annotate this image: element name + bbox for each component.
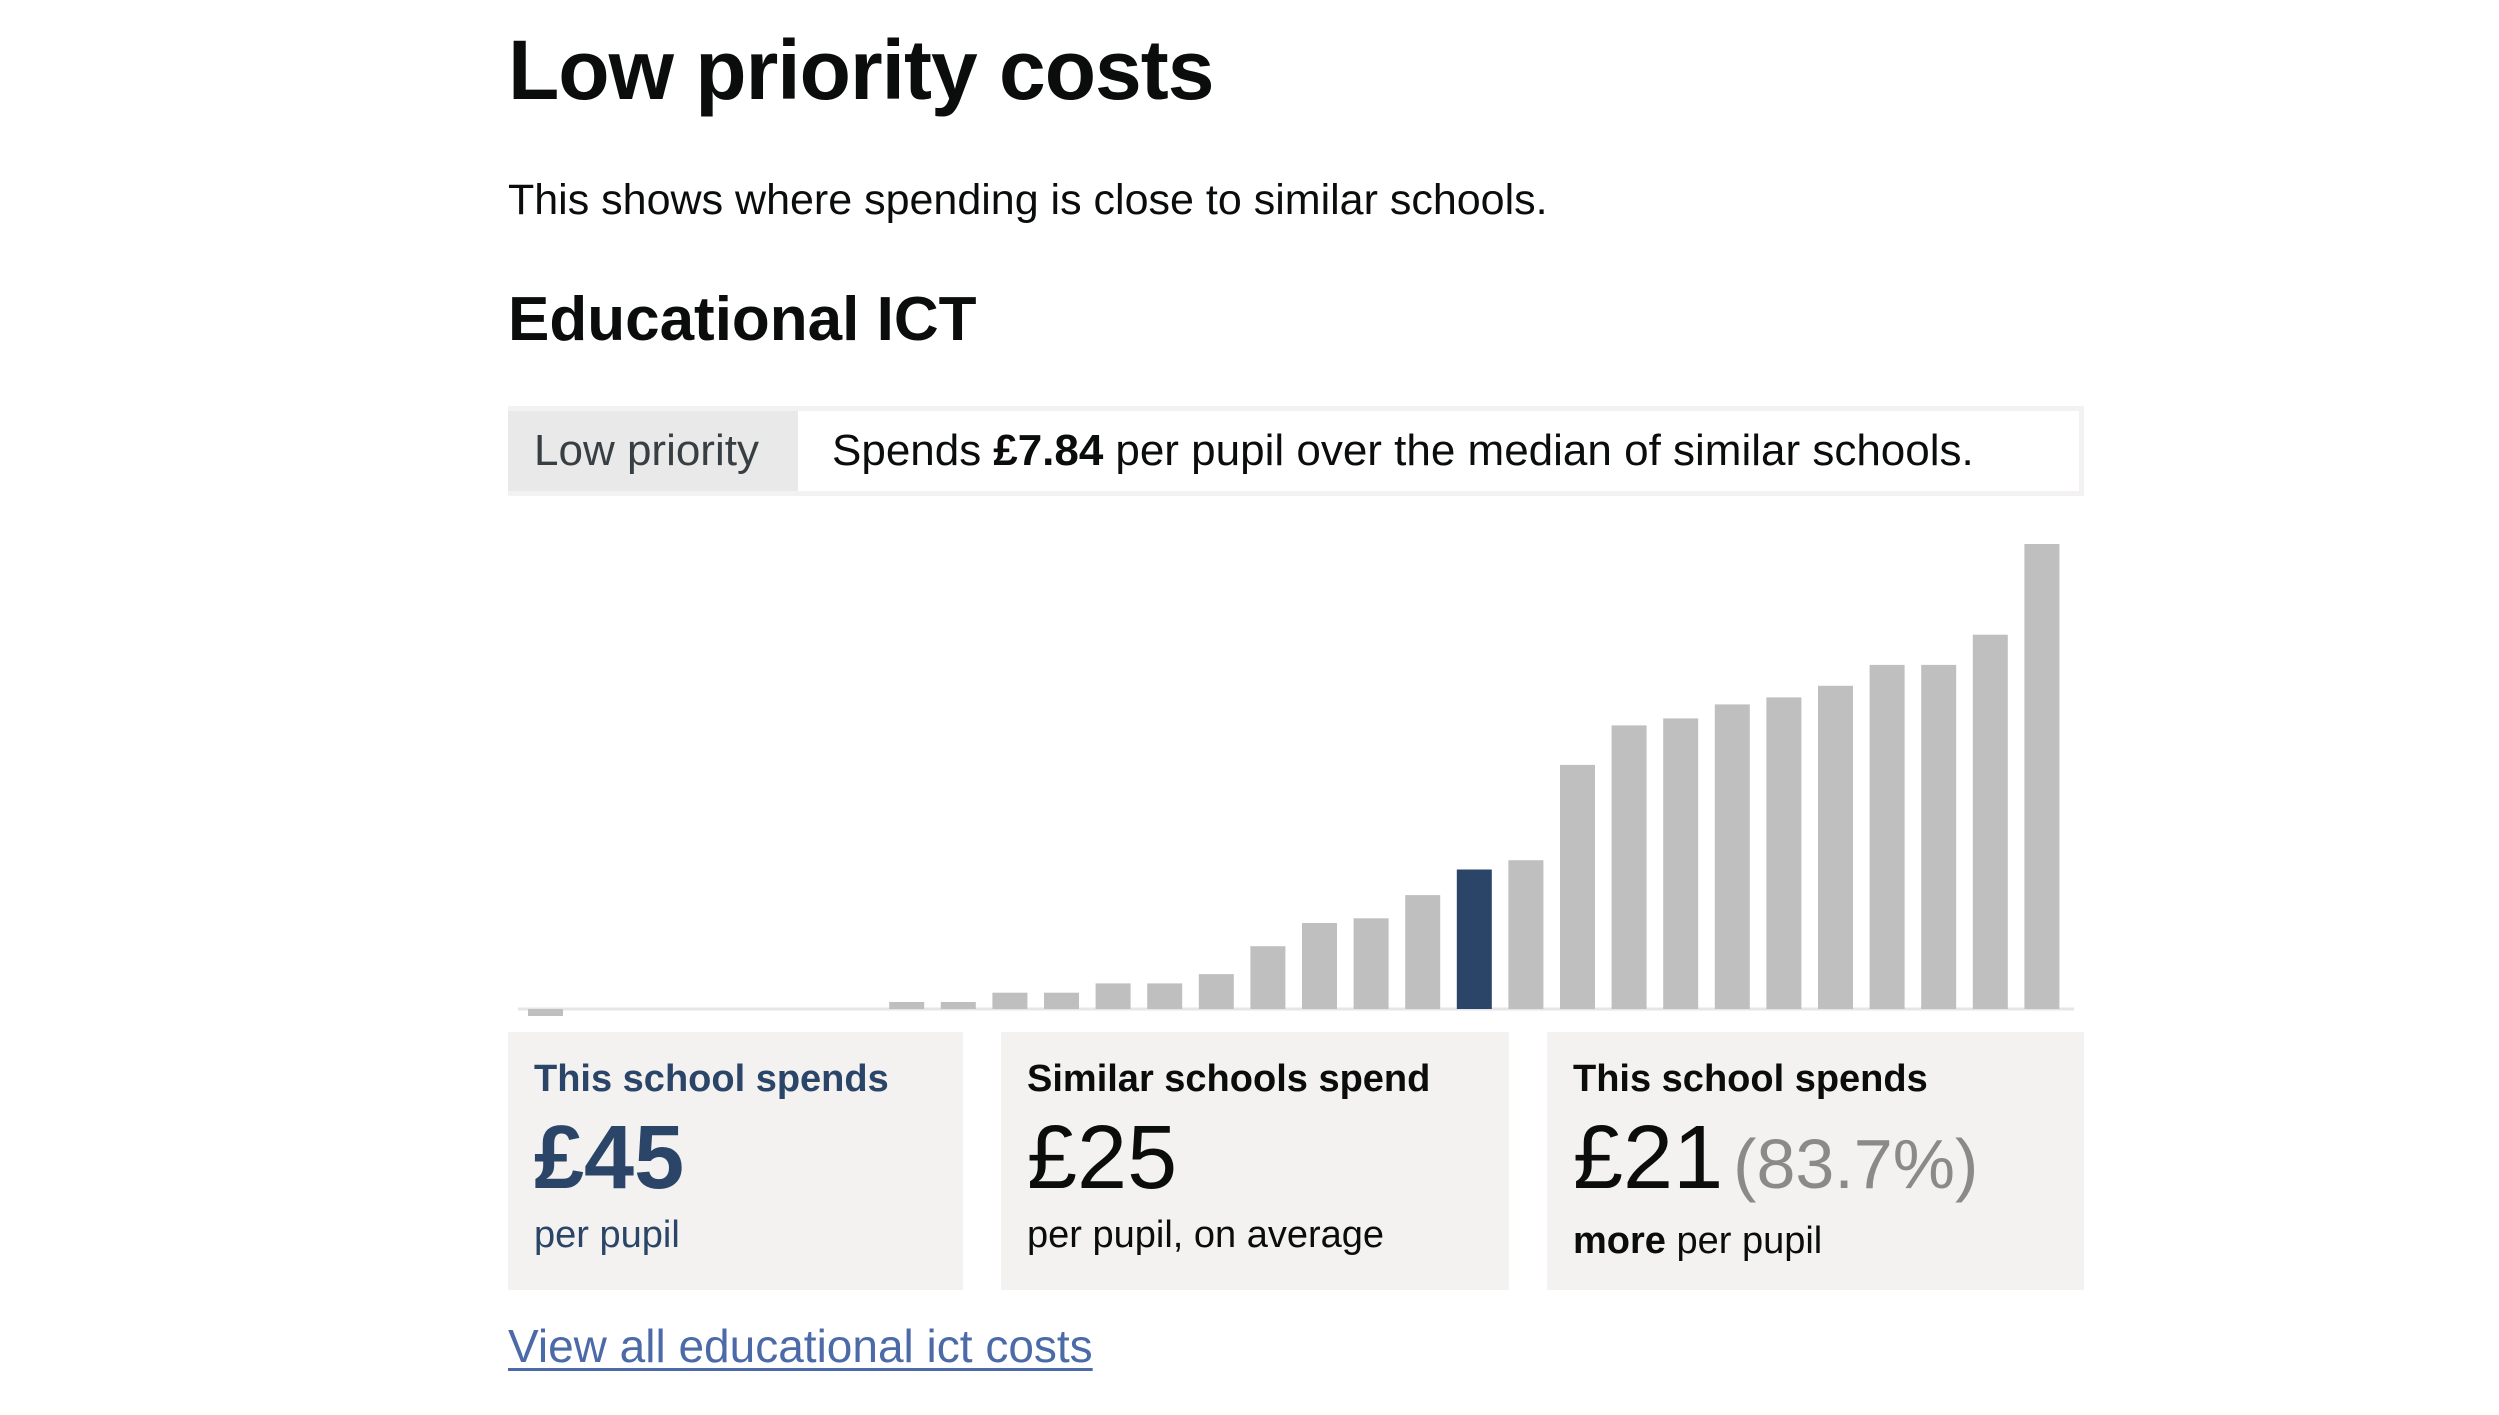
chart-bar xyxy=(1611,725,1647,1009)
summary-prefix: Spends xyxy=(832,426,982,475)
spending-chart xyxy=(508,530,2084,1030)
chart-bars xyxy=(528,544,2060,1016)
difference-card: This school spends £21 (83.7%) more per p… xyxy=(1547,1032,2084,1290)
school-spend-sub: per pupil xyxy=(534,1214,680,1256)
difference-percent: (83.7%) xyxy=(1733,1125,1979,1203)
chart-bar xyxy=(1818,685,1853,1009)
chart-bar xyxy=(889,1002,925,1009)
chart-bar xyxy=(1714,704,1750,1009)
chart-bar xyxy=(1405,895,1441,1009)
difference-value: £21 xyxy=(1573,1108,1724,1208)
chart-bar xyxy=(1663,718,1699,1009)
chart-bar xyxy=(2024,544,2060,1009)
comparison-cards: This school spends £45 per pupil Similar… xyxy=(508,1032,2084,1290)
similar-spend-card: Similar schools spend £25 per pupil, on … xyxy=(1001,1032,1509,1290)
chart-bar xyxy=(1302,923,1337,1009)
priority-summary-text: Spends £7.84 per pupil over the median o… xyxy=(798,411,1974,491)
page-title: Low priority costs xyxy=(508,23,1214,117)
priority-tag: Low priority xyxy=(508,411,798,491)
priority-summary: Low priority Spends £7.84 per pupil over… xyxy=(508,406,2084,496)
similar-spend-value: £25 xyxy=(1027,1108,1178,1208)
chart-bar xyxy=(1508,860,1544,1009)
similar-spend-sub: per pupil, on average xyxy=(1027,1214,1385,1256)
similar-spend-heading: Similar schools spend xyxy=(1027,1058,1431,1100)
chart-bar-this-school xyxy=(1456,869,1492,1009)
difference-sub-rest: per pupil xyxy=(1676,1220,1823,1262)
chart-bar xyxy=(1044,992,1079,1009)
chart-bar xyxy=(940,1002,976,1009)
difference-value-row: £21 (83.7%) xyxy=(1573,1110,2058,1212)
view-all-costs-link[interactable]: View all educational ict costs xyxy=(508,1320,1093,1372)
section-title: Educational ICT xyxy=(508,285,977,354)
school-spend-card: This school spends £45 per pupil xyxy=(508,1032,963,1290)
summary-suffix: per pupil over the median of similar sch… xyxy=(1115,426,1974,475)
chart-bar xyxy=(1869,664,1905,1009)
difference-sub-bold: more xyxy=(1573,1220,1666,1262)
chart-bar xyxy=(1921,664,1957,1009)
chart-bar xyxy=(1353,918,1389,1009)
chart-bar xyxy=(1560,764,1595,1009)
school-spend-value: £45 xyxy=(534,1108,685,1208)
chart-bar xyxy=(1972,634,2008,1009)
page-intro: This shows where spending is close to si… xyxy=(508,176,1548,224)
school-spend-heading: This school spends xyxy=(534,1058,889,1100)
chart-bar xyxy=(1147,983,1183,1009)
chart-bar xyxy=(1250,946,1286,1009)
spending-chart-svg xyxy=(518,544,2074,1016)
chart-bar xyxy=(1095,983,1131,1009)
summary-amount: £7.84 xyxy=(993,426,1104,475)
chart-bar xyxy=(1198,974,1234,1009)
difference-sub: more per pupil xyxy=(1573,1216,2058,1266)
difference-heading: This school spends xyxy=(1573,1058,1928,1100)
chart-bar xyxy=(992,992,1028,1009)
chart-bar xyxy=(528,1009,563,1016)
chart-bar xyxy=(1766,697,1802,1009)
